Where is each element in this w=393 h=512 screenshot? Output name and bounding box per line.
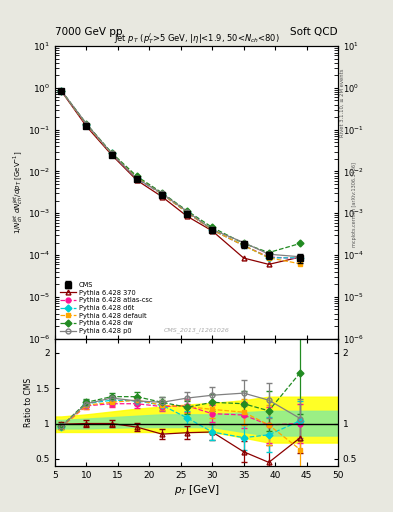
Line: Pythia 6.428 atlas-csc: Pythia 6.428 atlas-csc <box>59 89 303 261</box>
Pythia 6.428 atlas-csc <box>109 151 114 157</box>
Pythia 6.428 atlas-csc <box>210 227 215 233</box>
Pythia 6.428 dw <box>59 88 64 94</box>
Text: 7000 GeV pp: 7000 GeV pp <box>55 27 123 37</box>
Pythia 6.428 370 <box>210 228 215 234</box>
Pythia 6.428 370 <box>266 261 271 267</box>
Pythia 6.428 p0 <box>160 190 164 197</box>
Pythia 6.428 p0 <box>109 151 114 157</box>
Pythia 6.428 atlas-csc <box>134 176 139 182</box>
Pythia 6.428 370 <box>59 88 64 94</box>
Text: CMS_2013_I1261026: CMS_2013_I1261026 <box>163 327 230 333</box>
Pythia 6.428 p0 <box>84 121 89 127</box>
Pythia 6.428 default <box>109 151 114 157</box>
Pythia 6.428 p0 <box>298 254 303 260</box>
Pythia 6.428 d6t <box>59 88 64 94</box>
Pythia 6.428 d6t <box>241 242 246 248</box>
Pythia 6.428 atlas-csc <box>59 88 64 94</box>
Pythia 6.428 default <box>84 121 89 127</box>
Pythia 6.428 370 <box>241 255 246 261</box>
Pythia 6.428 default <box>298 261 303 267</box>
Pythia 6.428 default <box>241 242 246 248</box>
Pythia 6.428 default <box>266 255 271 261</box>
Pythia 6.428 370 <box>134 177 139 183</box>
Pythia 6.428 dw <box>134 173 139 179</box>
Pythia 6.428 370 <box>185 213 189 219</box>
Pythia 6.428 atlas-csc <box>266 254 271 260</box>
Line: Pythia 6.428 dw: Pythia 6.428 dw <box>59 88 303 255</box>
Pythia 6.428 default <box>210 227 215 233</box>
Pythia 6.428 atlas-csc <box>185 209 189 216</box>
Pythia 6.428 default <box>59 88 64 94</box>
Pythia 6.428 370 <box>109 152 114 158</box>
Pythia 6.428 p0 <box>185 208 189 215</box>
Pythia 6.428 p0 <box>59 88 64 94</box>
Pythia 6.428 p0 <box>241 240 246 246</box>
Text: Soft QCD: Soft QCD <box>290 27 338 37</box>
Pythia 6.428 p0 <box>134 176 139 182</box>
Pythia 6.428 atlas-csc <box>84 122 89 128</box>
Pythia 6.428 atlas-csc <box>298 255 303 262</box>
Pythia 6.428 p0 <box>266 251 271 257</box>
Y-axis label: $1/N_{ch}^{jet}$ $dN_{ch}^{jet}/dp_T$ [GeV$^{-1}$]: $1/N_{ch}^{jet}$ $dN_{ch}^{jet}/dp_T$ [G… <box>11 151 25 234</box>
Pythia 6.428 dw <box>160 189 164 196</box>
Pythia 6.428 d6t <box>298 255 303 261</box>
Pythia 6.428 d6t <box>84 121 89 127</box>
Pythia 6.428 p0 <box>210 226 215 232</box>
Pythia 6.428 d6t <box>210 227 215 233</box>
Pythia 6.428 d6t <box>266 255 271 261</box>
X-axis label: $p_T$ [GeV]: $p_T$ [GeV] <box>174 482 219 497</box>
Pythia 6.428 d6t <box>160 191 164 197</box>
Legend: CMS, Pythia 6.428 370, Pythia 6.428 atlas-csc, Pythia 6.428 d6t, Pythia 6.428 de: CMS, Pythia 6.428 370, Pythia 6.428 atla… <box>58 281 154 335</box>
Text: Rivet 3.1.10, ≥ 2M events: Rivet 3.1.10, ≥ 2M events <box>340 68 345 137</box>
Pythia 6.428 dw <box>266 249 271 255</box>
Pythia 6.428 370 <box>160 194 164 200</box>
Pythia 6.428 dw <box>84 121 89 127</box>
Pythia 6.428 dw <box>109 150 114 156</box>
Title: Jet $p_T$ ($p_T^l$>5 GeV, $|\eta|$<1.9, 50<$N_{ch}$<80): Jet $p_T$ ($p_T^l$>5 GeV, $|\eta|$<1.9, … <box>114 31 279 46</box>
Pythia 6.428 370 <box>84 123 89 130</box>
Pythia 6.428 atlas-csc <box>160 191 164 197</box>
Pythia 6.428 atlas-csc <box>241 242 246 248</box>
Pythia 6.428 default <box>160 191 164 197</box>
Text: mcplots.cern.ch [arXiv:1306.3436]: mcplots.cern.ch [arXiv:1306.3436] <box>352 162 357 247</box>
Pythia 6.428 default <box>185 209 189 216</box>
Line: Pythia 6.428 d6t: Pythia 6.428 d6t <box>59 89 303 260</box>
Pythia 6.428 370 <box>298 254 303 260</box>
Pythia 6.428 d6t <box>134 176 139 182</box>
Pythia 6.428 dw <box>241 240 246 246</box>
Line: Pythia 6.428 default: Pythia 6.428 default <box>59 89 303 266</box>
Line: Pythia 6.428 p0: Pythia 6.428 p0 <box>59 88 303 259</box>
Pythia 6.428 d6t <box>109 151 114 157</box>
Pythia 6.428 dw <box>185 208 189 214</box>
Pythia 6.428 dw <box>210 224 215 230</box>
Pythia 6.428 dw <box>298 240 303 246</box>
Y-axis label: Ratio to CMS: Ratio to CMS <box>24 378 33 427</box>
Line: Pythia 6.428 370: Pythia 6.428 370 <box>59 89 303 267</box>
Pythia 6.428 d6t <box>185 209 189 216</box>
Pythia 6.428 default <box>134 175 139 181</box>
